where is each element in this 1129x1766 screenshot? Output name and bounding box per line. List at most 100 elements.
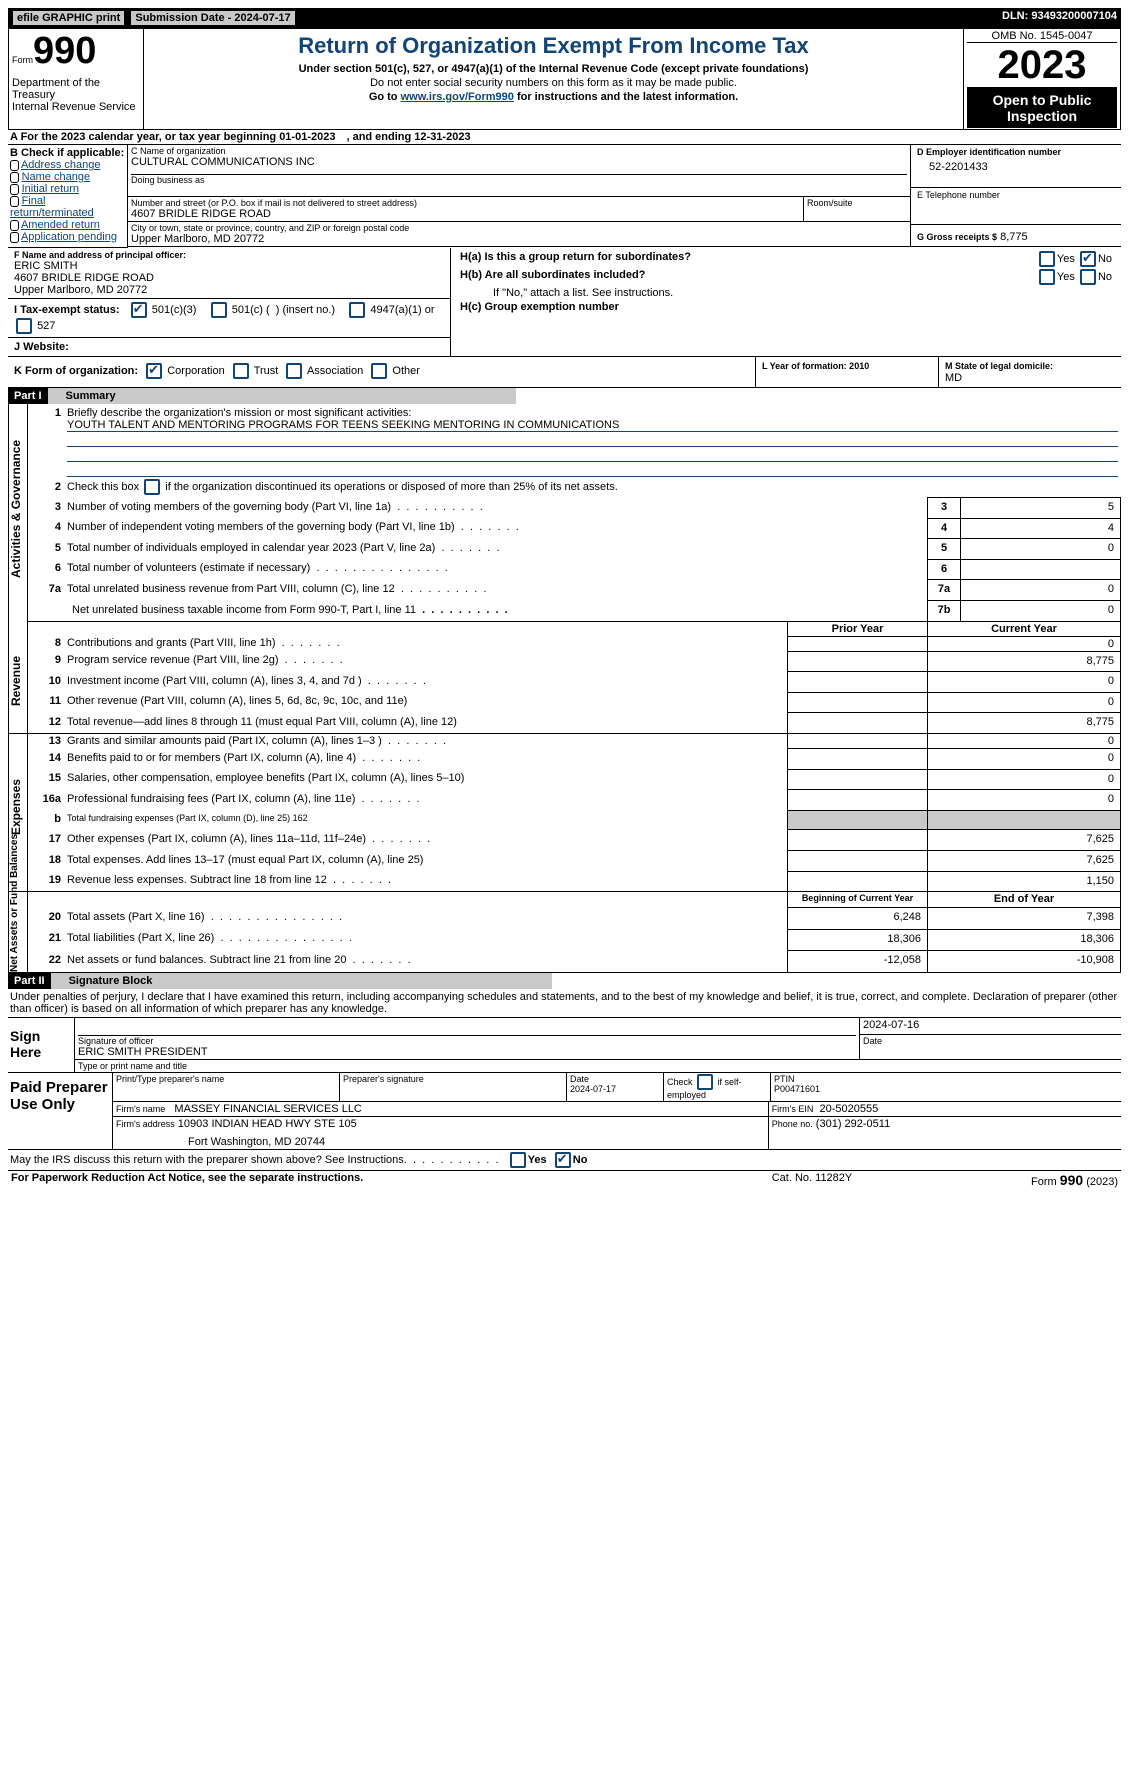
ha-no-cb[interactable] [1080, 251, 1096, 267]
p1-9t: Program service revenue (Part VIII, line… [67, 654, 279, 666]
i-501c3: 501(c)(3) [152, 303, 197, 315]
p1-13n: 13 [28, 734, 65, 749]
e-lbl: E Telephone number [917, 190, 1115, 200]
p1-16bt: Total fundraising expenses (Part IX, col… [67, 813, 308, 823]
sign-here: Sign Here 2024-07-16 Signature of office… [8, 1018, 1121, 1073]
c-dba [131, 185, 907, 195]
p1-6c: 6 [928, 559, 961, 580]
p1-mission: YOUTH TALENT AND MENTORING PROGRAMS FOR … [67, 419, 1118, 432]
p1-7bt: Net unrelated business taxable income fr… [72, 604, 416, 616]
tax-year: 2023 [967, 43, 1117, 88]
b-final[interactable]: Final return/terminated [10, 195, 94, 219]
entity-block: B Check if applicable: Address change Na… [8, 145, 1121, 248]
goto-prefix: Go to [369, 91, 401, 103]
prep-name-lbl: Print/Type preparer's name [113, 1073, 340, 1101]
p1-19t: Revenue less expenses. Subtract line 18 … [67, 874, 327, 886]
irs-label: Internal Revenue Service [12, 101, 140, 113]
firm-addr1: 10903 INDIAN HEAD HWY STE 105 [178, 1118, 357, 1130]
sig-officer-lbl: Signature of officer [78, 1035, 856, 1046]
p1-21p: 18,306 [788, 929, 928, 951]
discuss-yes-cb[interactable] [510, 1152, 526, 1168]
k-trust-cb[interactable] [233, 363, 249, 379]
b-addr-change[interactable]: Address change [21, 159, 101, 171]
ha-no: No [1098, 252, 1112, 264]
paid-preparer: Paid Preparer Use Only Print/Type prepar… [8, 1073, 1121, 1150]
k-other-cb[interactable] [371, 363, 387, 379]
side-net: Net Assets or Fund Balances [9, 892, 20, 972]
firm: MASSEY FINANCIAL SERVICES LLC [174, 1103, 361, 1115]
dept-treasury: Department of the Treasury [12, 77, 100, 101]
hb-yes-cb[interactable] [1039, 269, 1055, 285]
e-val [917, 200, 1115, 222]
b-name-change[interactable]: Name change [22, 171, 91, 183]
i-501c-cb[interactable] [211, 302, 227, 318]
i-501c-a: 501(c) ( [232, 303, 270, 315]
ptin: P00471601 [774, 1084, 820, 1094]
phone-lbl: Phone no. [772, 1119, 813, 1129]
c-name-lbl: C Name of organization [131, 146, 907, 156]
discuss-yes: Yes [528, 1154, 547, 1166]
discuss-no: No [573, 1154, 588, 1166]
discuss: May the IRS discuss this return with the… [10, 1154, 407, 1166]
ha-yes: Yes [1057, 252, 1075, 264]
p1-8t: Contributions and grants (Part VIII, lin… [67, 637, 276, 649]
p1-16bn: b [28, 810, 65, 830]
p1-title: Summary [48, 388, 516, 404]
p1-18t: Total expenses. Add lines 13–17 (must eq… [67, 854, 423, 866]
p1-10p [788, 672, 928, 693]
l-lbl: L Year of formation: 2010 [762, 361, 869, 371]
irs-link[interactable]: www.irs.gov/Form990 [401, 91, 514, 103]
p1-11t: Other revenue (Part VIII, column (A), li… [67, 695, 407, 707]
m-val: MD [945, 372, 962, 384]
c-room-lbl: Room/suite [807, 198, 907, 208]
f-l2: 4607 BRIDLE RIDGE ROAD [14, 272, 444, 284]
p1-14t: Benefits paid to or for members (Part IX… [67, 752, 356, 764]
firm-lbl: Firm's name [116, 1104, 165, 1114]
title-block: Form990 Department of the Treasury Inter… [8, 28, 1121, 130]
p1-11c: 0 [928, 692, 1121, 713]
p1-4n: 4 [28, 518, 65, 539]
p1-22p: -12,058 [788, 951, 928, 973]
efile-button[interactable]: efile GRAPHIC print [12, 10, 125, 26]
p1-prior-hdr: Prior Year [788, 621, 928, 636]
p1-17p [788, 830, 928, 851]
sign-here-lbl: Sign Here [8, 1018, 75, 1073]
p2-hdr: Part II [8, 973, 51, 989]
firm-ein-lbl: Firm's EIN [772, 1104, 814, 1114]
k-corp-cb[interactable] [146, 363, 162, 379]
k-assoc-cb[interactable] [286, 363, 302, 379]
p1-end-hdr: End of Year [928, 892, 1121, 908]
ptin-lbl: PTIN [774, 1074, 795, 1084]
submission-date-button[interactable]: Submission Date - 2024-07-17 [130, 10, 295, 26]
i-501c3-cb[interactable] [131, 302, 147, 318]
b-app-pending[interactable]: Application pending [21, 231, 117, 243]
b-initial[interactable]: Initial return [22, 183, 79, 195]
ha-yes-cb[interactable] [1039, 251, 1055, 267]
p1-16bp [788, 810, 928, 830]
p1-21t: Total liabilities (Part X, line 26) [67, 932, 214, 944]
p1-l2-cb[interactable] [144, 479, 160, 495]
firm-ein: 20-5020555 [820, 1103, 879, 1115]
p1-hdr: Part I [8, 388, 48, 404]
p1-15t: Salaries, other compensation, employee b… [67, 772, 464, 784]
discuss-no-cb[interactable] [555, 1152, 571, 1168]
p1-l2: Check this box if the organization disco… [67, 481, 618, 493]
b-amended[interactable]: Amended return [21, 219, 100, 231]
hb-no-cb[interactable] [1080, 269, 1096, 285]
p1-5n: 5 [28, 539, 65, 560]
hc-lbl: H(c) Group exemption number [460, 301, 619, 313]
p1-19n: 19 [28, 871, 65, 892]
p1-14c: 0 [928, 749, 1121, 770]
p1-4c: 4 [928, 518, 961, 539]
k-trust: Trust [254, 364, 279, 376]
form-number: 990 [33, 30, 96, 72]
g-lbl: G Gross receipts $ [917, 232, 997, 242]
i-527-cb[interactable] [16, 318, 32, 334]
i-4947-cb[interactable] [349, 302, 365, 318]
p1-17c: 7,625 [928, 830, 1121, 851]
phone: (301) 292-0511 [816, 1118, 890, 1130]
p1-begin-hdr: Beginning of Current Year [788, 892, 928, 908]
prep-self-cb[interactable] [697, 1074, 713, 1090]
form-subtitle: Under section 501(c), 527, or 4947(a)(1)… [152, 63, 955, 75]
c-city: Upper Marlboro, MD 20772 [131, 233, 907, 245]
